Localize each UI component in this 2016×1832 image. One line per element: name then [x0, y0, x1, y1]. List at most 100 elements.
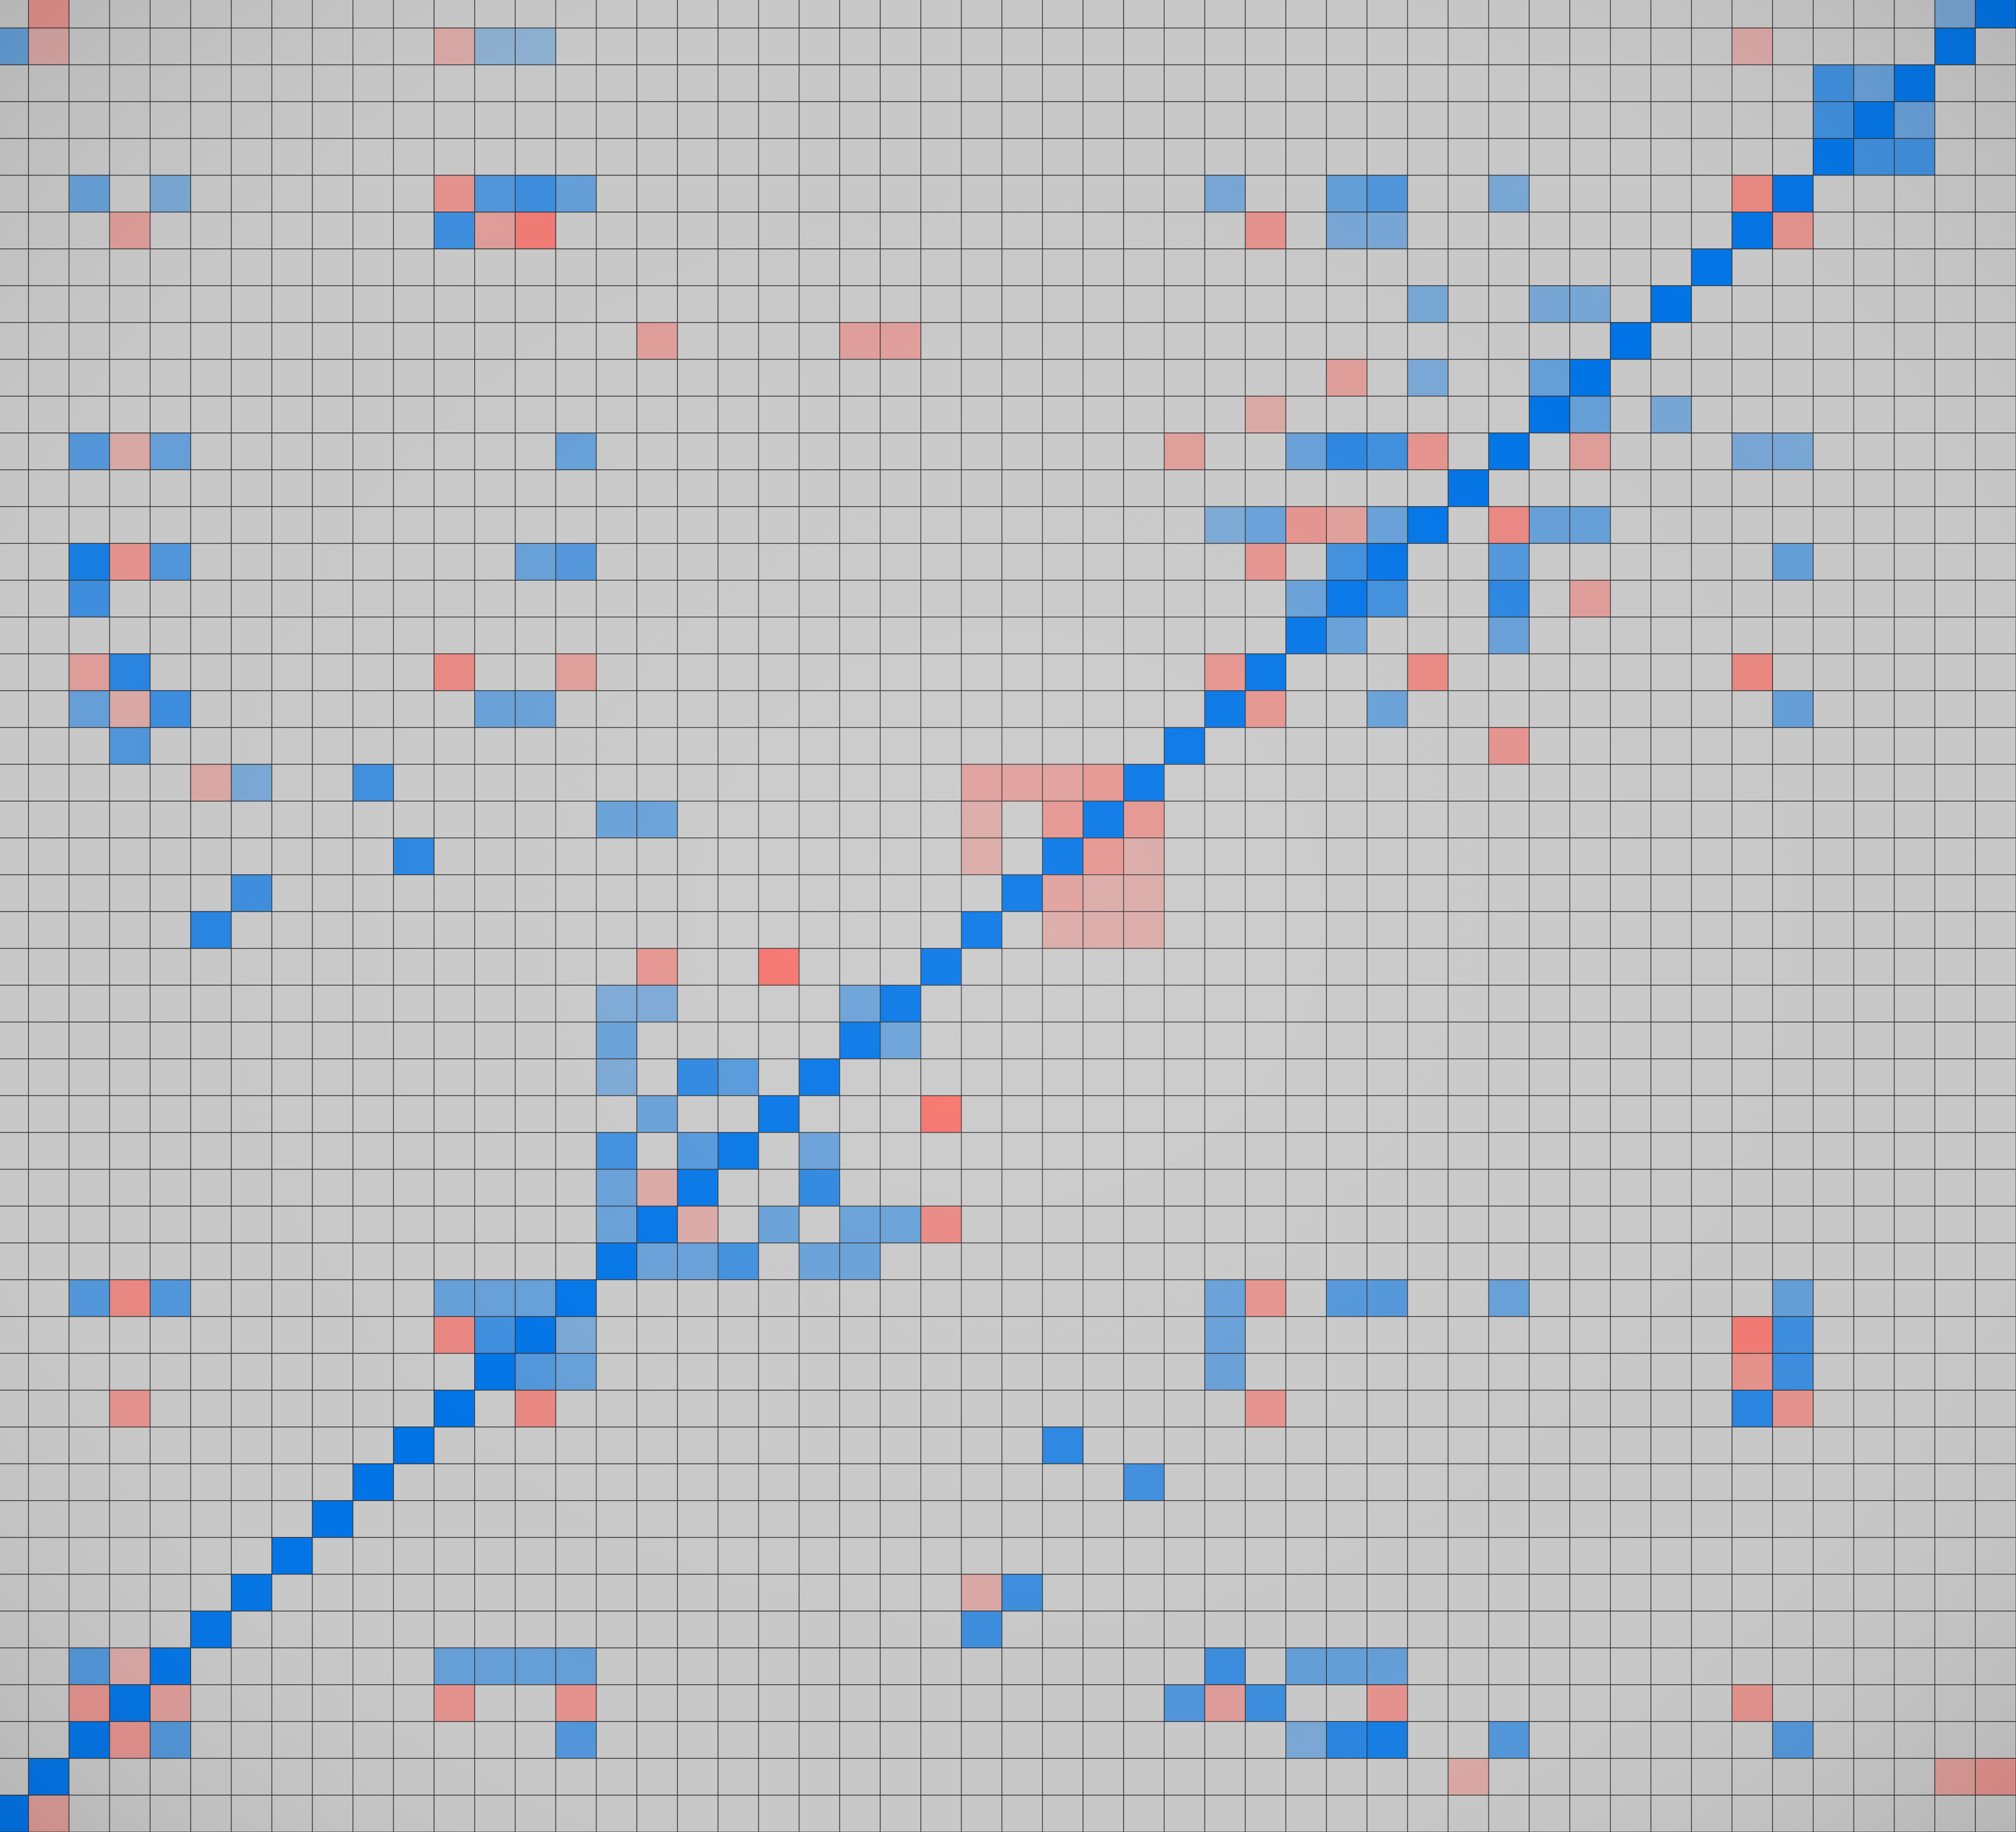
cell [1853, 359, 1895, 397]
cell [555, 359, 597, 397]
cell [1853, 874, 1895, 912]
cell [596, 322, 637, 360]
cell [190, 1242, 232, 1280]
cell [1407, 1242, 1449, 1280]
cell [1975, 1058, 2016, 1096]
cell [1772, 248, 1814, 286]
cell [0, 1206, 29, 1243]
cell [1407, 837, 1449, 875]
cell [1245, 248, 1287, 286]
cell [190, 1463, 232, 1501]
cell [1447, 285, 1490, 323]
cell [1529, 0, 1570, 29]
cell [798, 212, 841, 249]
cell [352, 1500, 395, 1538]
cell [1853, 543, 1895, 581]
cell [1529, 1095, 1570, 1133]
cell [1204, 359, 1246, 397]
cell [352, 506, 395, 544]
cell [1245, 1169, 1287, 1207]
cell [149, 1169, 191, 1207]
cell [1569, 1795, 1611, 1832]
cell [1123, 1758, 1165, 1796]
cell [1853, 764, 1895, 802]
cell [109, 653, 151, 691]
cell [1082, 1611, 1124, 1648]
cell [1488, 653, 1530, 691]
cell [1042, 580, 1084, 618]
cell [1934, 1058, 1976, 1096]
cell [1813, 1647, 1854, 1685]
cell [28, 1684, 70, 1722]
cell [1934, 1353, 1976, 1391]
cell [1367, 27, 1408, 65]
cell [68, 617, 110, 654]
cell [677, 175, 719, 213]
cell [1123, 1390, 1165, 1428]
cell [1042, 948, 1084, 986]
cell [1326, 1058, 1368, 1096]
cell [839, 1647, 881, 1685]
cell [514, 506, 557, 544]
cell [0, 1242, 29, 1280]
cell [1285, 1316, 1327, 1354]
cell [758, 1684, 800, 1722]
cell [1529, 1353, 1570, 1391]
cell [1569, 985, 1611, 1023]
cell [1610, 1684, 1652, 1722]
cell [636, 764, 678, 802]
cell [1082, 764, 1124, 802]
cell [839, 985, 881, 1023]
cell [1691, 1279, 1733, 1317]
cell [555, 1721, 597, 1759]
cell [758, 1611, 800, 1648]
cell [1893, 359, 1936, 397]
cell [596, 1500, 637, 1538]
cell [352, 175, 395, 213]
cell [0, 690, 29, 728]
cell [1853, 1500, 1895, 1538]
cell [596, 248, 637, 286]
cell [352, 248, 395, 286]
cell [271, 1132, 313, 1170]
cell [149, 1022, 191, 1059]
cell [920, 1022, 962, 1059]
cell [1650, 1463, 1692, 1501]
cell [1650, 985, 1692, 1023]
cell [312, 1463, 354, 1501]
cell [677, 985, 719, 1023]
cell [1691, 1537, 1733, 1575]
cell [960, 1426, 1003, 1464]
cell [880, 1206, 921, 1243]
cell [1488, 0, 1530, 29]
cell [1610, 837, 1652, 875]
cell [1488, 801, 1530, 839]
cell [393, 801, 435, 839]
cell [393, 1721, 435, 1759]
cell [1001, 837, 1043, 875]
cell [514, 617, 557, 654]
cell [1407, 580, 1449, 618]
cell [960, 1463, 1003, 1501]
cell [231, 64, 273, 102]
cell [1285, 1684, 1327, 1722]
cell [393, 1279, 435, 1317]
cell [434, 0, 475, 29]
cell [1367, 1058, 1408, 1096]
cell [352, 764, 395, 802]
cell [352, 580, 395, 618]
cell [1367, 1611, 1408, 1648]
cell [0, 1169, 29, 1207]
cell [1245, 985, 1287, 1023]
cell [1813, 801, 1854, 839]
cell [1082, 543, 1124, 581]
cell [1569, 396, 1611, 434]
cell [1529, 948, 1570, 986]
cell [0, 1611, 29, 1648]
cell [758, 506, 800, 544]
cell [434, 248, 475, 286]
cell [1123, 1463, 1165, 1501]
cell [312, 101, 354, 139]
cell [839, 27, 881, 65]
cell [1204, 543, 1246, 581]
